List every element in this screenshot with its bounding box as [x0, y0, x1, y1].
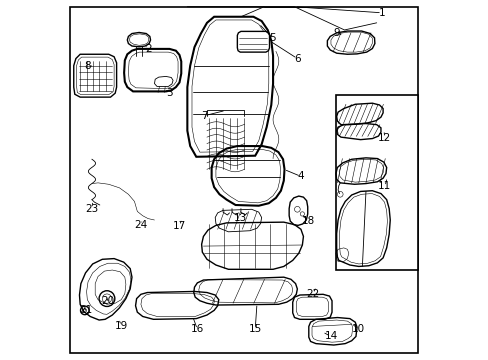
- Text: 17: 17: [172, 221, 186, 231]
- Text: 21: 21: [79, 305, 92, 315]
- Text: 1: 1: [378, 8, 385, 18]
- Text: 20: 20: [102, 296, 114, 306]
- Text: 4: 4: [297, 171, 304, 181]
- Text: 22: 22: [306, 289, 319, 298]
- Text: 14: 14: [324, 332, 337, 342]
- Text: 24: 24: [134, 220, 147, 230]
- Text: 8: 8: [84, 62, 91, 71]
- Text: 13: 13: [233, 212, 246, 222]
- Text: 6: 6: [293, 54, 300, 64]
- Text: 7: 7: [201, 111, 207, 121]
- Text: 5: 5: [268, 33, 275, 43]
- Text: 23: 23: [85, 203, 98, 213]
- Text: 9: 9: [333, 28, 339, 38]
- Text: 18: 18: [301, 216, 314, 226]
- Text: 16: 16: [190, 324, 203, 334]
- Text: 19: 19: [114, 321, 128, 331]
- Bar: [335, 95, 418, 270]
- Text: 12: 12: [378, 133, 391, 143]
- Text: 3: 3: [166, 88, 172, 98]
- Text: 11: 11: [378, 181, 391, 192]
- Text: 2: 2: [145, 44, 152, 54]
- Text: 15: 15: [248, 324, 261, 334]
- Text: 10: 10: [351, 324, 365, 334]
- Polygon shape: [237, 31, 269, 52]
